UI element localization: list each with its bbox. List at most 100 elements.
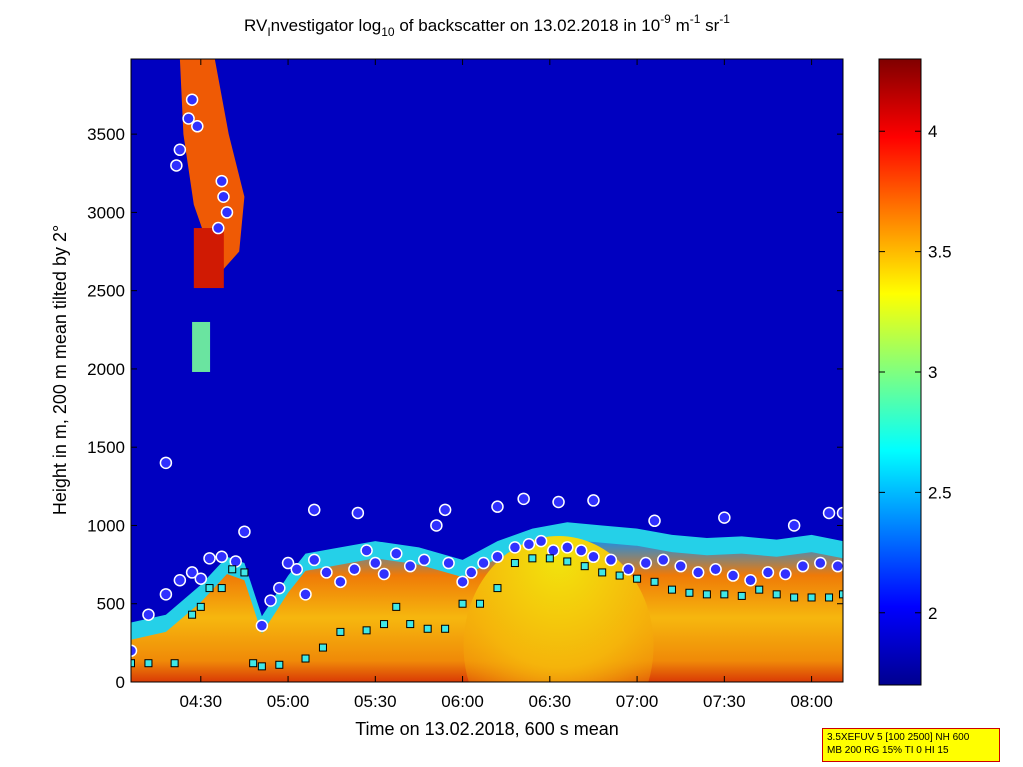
layer-marker-circle <box>587 494 600 507</box>
layer-marker-square <box>563 557 572 566</box>
layer-marker-square <box>839 590 843 599</box>
layer-marker-circle <box>307 553 321 567</box>
layer-marker-circle <box>648 514 661 528</box>
layer-marker-square <box>476 599 485 608</box>
y-tick-label: 0 <box>116 673 125 692</box>
layer-marker-circle <box>477 556 490 570</box>
layer-marker-square <box>807 593 816 602</box>
layer-marker-square <box>667 585 676 594</box>
layer-marker-square <box>528 554 537 563</box>
layer-marker-circle <box>369 556 382 570</box>
y-tick-label: 2500 <box>87 282 125 301</box>
layer-marker-square <box>790 593 799 602</box>
x-axis-label: Time on 13.02.2018, 600 s mean <box>355 719 619 739</box>
layer-marker-circle <box>320 566 333 579</box>
layer-marker-square <box>380 620 389 629</box>
layer-marker-square <box>318 643 327 652</box>
layer-marker-circle <box>587 550 600 564</box>
layer-marker-circle <box>255 619 269 632</box>
layer-marker-square <box>336 627 345 636</box>
colorbar-tick-label: 4 <box>928 122 937 141</box>
x-tick-label: 08:00 <box>790 692 833 711</box>
colorbar-ticks: 2 2.5 3 3.5 4 <box>879 122 952 623</box>
layer-marker-circle <box>465 566 478 579</box>
x-tick-label: 07:00 <box>616 692 659 711</box>
layer-marker-circle <box>281 556 295 570</box>
layer-marker-square <box>301 654 310 663</box>
layer-marker-circle <box>173 143 187 157</box>
layer-marker-circle <box>215 550 228 564</box>
layer-marker-square <box>188 610 197 619</box>
y-axis-label: Height in m, 200 m mean tilted by 2° <box>50 225 70 515</box>
x-axis: 04:30 05:00 05:30 06:00 06:30 07:00 07:30 08:00 <box>180 59 833 711</box>
layer-marker-circle <box>442 556 455 570</box>
layer-marker-circle <box>639 556 653 570</box>
layer-marker-square <box>392 602 401 611</box>
layer-marker-circle <box>508 541 522 554</box>
layer-marker-square <box>249 659 258 668</box>
y-tick-label: 2000 <box>87 360 125 379</box>
layer-marker-circle <box>203 552 216 565</box>
layer-marker-square <box>423 624 432 633</box>
layer-marker-circle <box>430 519 443 532</box>
layer-marker-circle <box>131 644 138 657</box>
x-tick-label: 04:30 <box>180 692 223 711</box>
info-line-1: 3.5XEFUV 5 [100 2500] NH 600 <box>827 732 970 743</box>
info-line-2: MB 200 RG 15% TI 0 HI 15 <box>827 745 949 756</box>
y-tick-label: 3000 <box>87 203 125 222</box>
layer-marker-square <box>131 659 135 668</box>
colorbar-tick-label: 3.5 <box>928 243 952 262</box>
layer-marker-circle <box>456 575 469 589</box>
layer-marker-square <box>545 554 554 563</box>
layer-marker-circle <box>290 563 304 576</box>
layer-marker-circle <box>718 511 731 524</box>
layer-marker-square <box>580 562 589 571</box>
plot-frame <box>130 58 844 683</box>
layer-marker-circle <box>726 569 740 582</box>
layer-marker-circle <box>194 572 208 585</box>
layer-marker-circle <box>534 534 548 548</box>
layer-marker-square <box>458 599 467 608</box>
layer-marker-square <box>598 568 607 577</box>
layer-markers <box>131 93 843 671</box>
layer-marker-square <box>510 559 519 568</box>
y-tick-label: 1000 <box>87 516 125 535</box>
layer-marker-circle <box>709 563 722 576</box>
layer-marker-circle <box>417 553 431 567</box>
layer-marker-square <box>362 626 371 635</box>
layer-marker-circle <box>522 538 536 551</box>
layer-marker-circle <box>836 506 843 520</box>
layer-marker-circle <box>403 559 417 573</box>
layer-marker-circle <box>220 206 234 219</box>
colorbar-tick-label: 2.5 <box>928 483 952 502</box>
layer-marker-circle <box>238 525 251 538</box>
layer-marker-circle <box>173 574 187 587</box>
layer-marker-circle <box>170 159 183 172</box>
colorbar <box>878 58 922 686</box>
layer-marker-circle <box>831 559 843 573</box>
layer-marker-circle <box>814 556 827 570</box>
layer-marker-circle <box>744 574 757 587</box>
x-tick-label: 07:30 <box>703 692 746 711</box>
layer-marker-square <box>755 585 764 594</box>
chart-title: RVInvestigator log10 of backscatter on 1… <box>244 12 730 39</box>
colorbar-tick-label: 2 <box>928 604 937 623</box>
layer-marker-circle <box>217 190 230 203</box>
upper-cloud-plume <box>179 59 245 275</box>
layer-marker-circle <box>779 567 792 581</box>
layer-marker-square <box>196 602 205 611</box>
layer-marker-circle <box>185 93 199 106</box>
layer-marker-circle <box>761 566 775 579</box>
layer-marker-square <box>650 577 659 586</box>
layer-marker-circle <box>159 456 173 470</box>
layer-marker-square <box>825 593 834 602</box>
layer-marker-square <box>217 584 226 593</box>
layer-marker-circle <box>657 553 670 567</box>
y-tick-label: 500 <box>97 595 125 614</box>
layer-marker-circle <box>622 563 635 576</box>
upper-cloud-trail <box>192 321 211 372</box>
x-tick-label: 06:30 <box>529 692 572 711</box>
layer-marker-circle <box>142 608 155 621</box>
layer-marker-square <box>240 568 249 577</box>
